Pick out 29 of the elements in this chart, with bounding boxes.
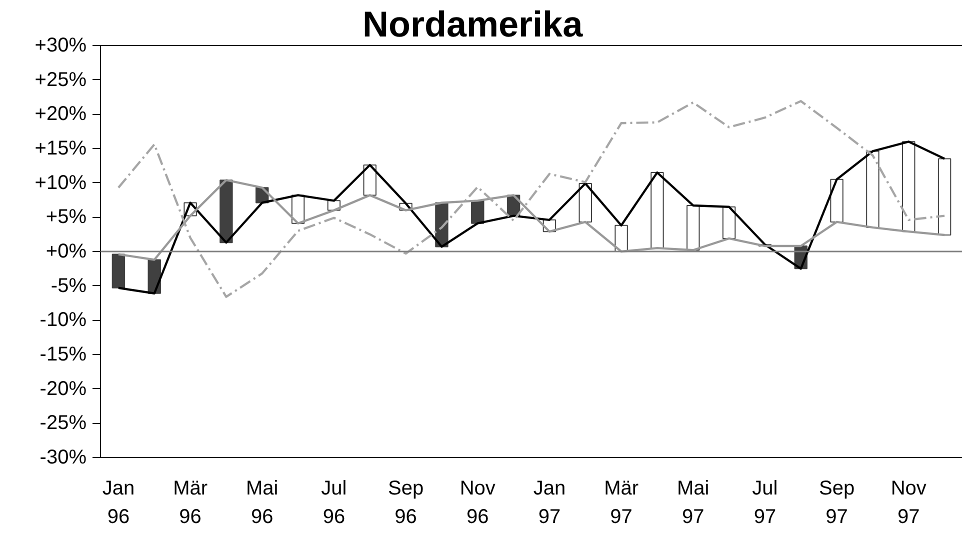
x-tick-label: Nov 96 <box>460 478 496 528</box>
x-tick-label: Mai 96 <box>246 478 278 528</box>
x-tick-label: Jan 97 <box>533 478 566 528</box>
y-tick-label: -25% <box>40 412 87 434</box>
y-tick-label: +0% <box>46 240 87 262</box>
y-tick-label: +15% <box>34 138 87 160</box>
y-tick-label: +10% <box>34 172 87 194</box>
line-series <box>117 100 946 298</box>
x-tick-label: Jul 96 <box>321 478 347 528</box>
y-tick-label: -15% <box>40 344 87 366</box>
y-tick-label: +5% <box>46 206 87 228</box>
y-tick-label: -10% <box>40 309 87 332</box>
x-tick-label: Mai 97 <box>677 478 710 528</box>
chart-title: Nordamerika <box>362 4 584 44</box>
y-tick-label: +20% <box>34 103 87 126</box>
x-tick-label: Jul 97 <box>752 478 778 528</box>
x-tick-label: Sep 96 <box>388 478 424 528</box>
x-tick-label: Jan 96 <box>102 478 135 528</box>
x-tick-label: Mär 96 <box>173 478 208 528</box>
line-series <box>117 140 946 294</box>
x-tick-label: Sep 97 <box>819 478 855 528</box>
y-tick-label: +25% <box>34 68 87 91</box>
x-tick-label: Nov 97 <box>890 478 926 528</box>
y-tick-label: -20% <box>40 378 87 400</box>
x-tick-label: Mär 97 <box>604 478 639 528</box>
line-series <box>117 178 946 261</box>
y-tick-label: -30% <box>40 446 87 468</box>
y-tick-label: -5% <box>50 274 87 297</box>
y-tick-label: +30% <box>34 34 87 56</box>
